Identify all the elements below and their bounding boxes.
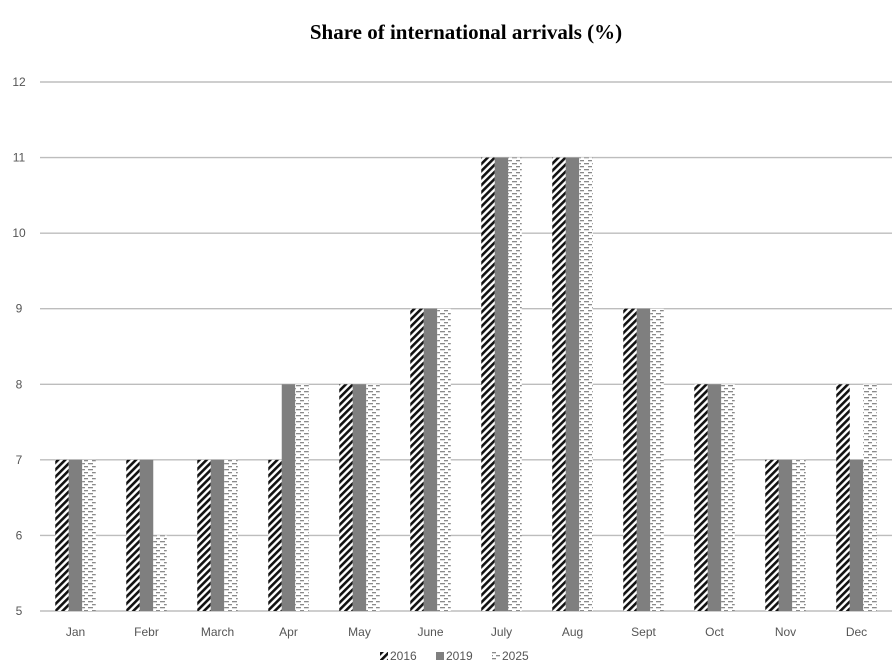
bar-febr-2019 — [139, 459, 154, 611]
y-axis-ticks: 5 6 7 8 9 10 11 12 — [12, 75, 26, 618]
bar-june-2025 — [437, 308, 451, 611]
bar-may-2016 — [339, 384, 353, 611]
bar-dec-2019 — [849, 459, 864, 611]
bar-jan-2019 — [68, 459, 83, 611]
legend-item-2016: 2016 — [380, 649, 417, 663]
legend-swatch-2019 — [436, 652, 444, 660]
bar-march-2025 — [224, 459, 238, 611]
y-tick-label-12: 12 — [12, 75, 26, 89]
bar-july-2016 — [481, 157, 495, 612]
x-tick-label-sept: Sept — [631, 625, 656, 639]
legend-label-2016: 2016 — [390, 649, 417, 663]
bar-june-2019 — [423, 308, 438, 611]
bar-may-2019 — [352, 384, 367, 611]
y-tick-label-5: 5 — [16, 604, 23, 618]
legend-item-2025: 2025 — [492, 649, 529, 663]
legend-item-2019: 2019 — [436, 649, 473, 663]
x-tick-label-oct: Oct — [705, 625, 724, 639]
x-tick-label-aug: Aug — [562, 625, 583, 639]
bar-dec-2025 — [863, 384, 877, 611]
legend-label-2025: 2025 — [502, 649, 529, 663]
bar-nov-2019 — [778, 459, 793, 611]
bar-july-2019 — [494, 157, 509, 612]
bar-may-2025 — [366, 384, 380, 611]
x-tick-label-jan: Jan — [66, 625, 85, 639]
bar-dec-2016 — [836, 384, 850, 611]
bar-jan-2016 — [55, 459, 69, 611]
bar-oct-2016 — [694, 384, 708, 611]
x-tick-label-july: July — [491, 625, 512, 639]
y-tick-label-6: 6 — [16, 528, 23, 542]
y-tick-label-11: 11 — [13, 151, 26, 165]
x-axis-ticks: Jan Febr March Apr May June July Aug Sept Oct Nov D… — [66, 625, 867, 639]
bar-sept-2016 — [623, 308, 637, 611]
bar-march-2016 — [197, 459, 211, 611]
legend-swatch-2025 — [492, 652, 500, 660]
y-tick-label-9: 9 — [16, 302, 23, 316]
legend-swatch-2016 — [380, 652, 388, 660]
x-tick-label-june: June — [417, 625, 443, 639]
bar-jan-2025 — [82, 459, 96, 611]
bar-july-2025 — [508, 157, 522, 612]
bar-sept-2019 — [636, 308, 651, 611]
x-tick-label-febr: Febr — [134, 625, 159, 639]
bar-febr-2025 — [153, 535, 167, 611]
legend: 2016 2019 2025 — [380, 649, 529, 663]
x-tick-label-apr: Apr — [279, 625, 298, 639]
bar-oct-2019 — [707, 384, 722, 611]
chart-title: Share of international arrivals (%) — [310, 20, 622, 44]
bar-nov-2025 — [792, 459, 806, 611]
y-tick-label-7: 7 — [16, 453, 23, 467]
bar-march-2019 — [210, 459, 225, 611]
bar-oct-2025 — [721, 384, 735, 611]
bar-aug-2025 — [579, 157, 593, 612]
bar-june-2016 — [410, 308, 424, 611]
gridlines — [40, 81, 892, 612]
x-tick-label-dec: Dec — [846, 625, 867, 639]
bar-aug-2016 — [552, 157, 566, 612]
y-tick-label-10: 10 — [12, 226, 26, 240]
bar-apr-2025 — [295, 384, 309, 611]
bar-febr-2016 — [126, 459, 140, 611]
bar-aug-2019 — [565, 157, 580, 612]
y-tick-label-8: 8 — [16, 377, 23, 391]
x-tick-label-nov: Nov — [775, 625, 796, 639]
bars — [55, 157, 877, 612]
x-tick-label-may: May — [348, 625, 371, 639]
bar-apr-2019 — [281, 384, 296, 611]
bar-nov-2016 — [765, 459, 779, 611]
bar-apr-2016 — [268, 459, 282, 611]
bar-sept-2025 — [650, 308, 664, 611]
legend-label-2019: 2019 — [446, 649, 473, 663]
x-tick-label-march: March — [201, 625, 234, 639]
